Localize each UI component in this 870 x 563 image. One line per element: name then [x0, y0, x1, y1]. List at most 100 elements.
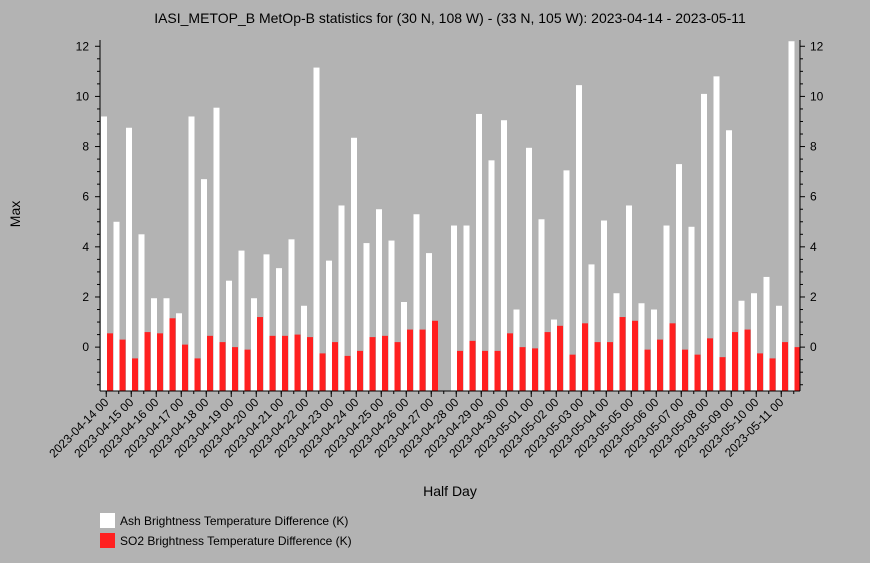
so2-bar — [469, 340, 476, 391]
y-tick-label-left: 6 — [82, 190, 89, 204]
ash-bar — [626, 205, 632, 391]
so2-bar — [232, 347, 238, 392]
ash-bar — [238, 250, 245, 391]
ash-bar — [501, 120, 507, 391]
ash-bar — [576, 85, 582, 391]
legend-item-so2: SO2 Brightness Temperature Difference (K… — [100, 533, 352, 548]
so2-bar — [482, 350, 488, 391]
so2-bar — [757, 353, 763, 391]
so2-bar — [382, 335, 388, 391]
ash-bar — [101, 116, 107, 391]
so2-bar — [507, 333, 513, 391]
so2-bar — [694, 354, 701, 391]
y-tick-label-right: 0 — [810, 340, 817, 354]
legend-label-ash: Ash Brightness Temperature Difference (K… — [120, 513, 349, 528]
so2-bar — [519, 347, 526, 392]
ash-bar — [226, 280, 232, 391]
so2-bar — [744, 329, 751, 391]
y-tick-label-left: 10 — [76, 89, 90, 103]
y-tick-label-right: 8 — [810, 140, 817, 154]
so2-bar — [644, 349, 651, 391]
y-tick-label-right: 12 — [810, 39, 824, 53]
y-tick-label-right: 10 — [810, 89, 824, 103]
ash-bar — [251, 298, 257, 391]
ash-bar — [151, 298, 157, 391]
so2-bar — [244, 349, 251, 391]
so2-bar — [657, 339, 663, 391]
so2-bar — [282, 335, 288, 391]
ash-bar — [713, 76, 720, 391]
so2-bar — [457, 350, 463, 391]
ash-bar — [201, 179, 207, 391]
so2-bar — [632, 320, 638, 391]
so2-bar — [494, 350, 501, 391]
ash-bar — [113, 221, 120, 391]
so2-bar — [357, 350, 363, 391]
ash-bar — [326, 260, 332, 391]
ash-bar — [351, 137, 357, 391]
so2-bar — [432, 320, 438, 391]
ash-bar — [651, 309, 657, 391]
so2-bar — [157, 333, 163, 391]
ash-bar — [376, 209, 382, 391]
y-tick-label-right: 4 — [810, 240, 817, 254]
so2-bar — [169, 318, 176, 391]
ash-bar — [538, 219, 545, 391]
ash-bar — [413, 214, 420, 391]
so2-bar — [219, 342, 226, 391]
ash-bar — [451, 225, 457, 391]
so2-bar — [344, 355, 351, 391]
so2-bar — [419, 329, 426, 391]
so2-bar — [732, 332, 738, 391]
ash-bar — [426, 253, 432, 391]
so2-bar — [332, 342, 338, 391]
so2-bar — [594, 342, 601, 391]
so2-bar — [294, 334, 301, 391]
ash-bar — [488, 160, 495, 391]
ash-bar — [751, 293, 757, 391]
so2-bar — [369, 337, 376, 391]
so2-bar — [544, 332, 551, 391]
chart-title: IASI_METOP_B MetOp-B statistics for (30 … — [154, 10, 746, 26]
so2-bar — [194, 358, 201, 391]
so2-bar — [719, 357, 726, 391]
ash-bar — [588, 264, 595, 391]
ash-bar — [688, 226, 695, 391]
ash-bar — [601, 220, 607, 391]
so2-bar — [682, 349, 688, 391]
so2-bar — [132, 358, 138, 391]
x-axis-label: Half Day — [423, 483, 477, 499]
ash-bar — [788, 41, 795, 391]
bars — [101, 41, 801, 392]
ash-bar — [763, 276, 770, 391]
ash-bar — [126, 127, 132, 391]
ash-bar — [463, 225, 470, 391]
y-tick-label-left: 2 — [82, 290, 89, 304]
y-axis-label: Max — [7, 201, 23, 227]
y-tick-label-left: 4 — [82, 240, 89, 254]
legend-item-ash: Ash Brightness Temperature Difference (K… — [100, 513, 348, 528]
ash-bar — [726, 130, 732, 391]
so2-bar — [532, 348, 538, 391]
so2-bar — [207, 335, 213, 391]
ash-bar — [163, 298, 170, 391]
legend-label-so2: SO2 Brightness Temperature Difference (K… — [120, 533, 352, 548]
ash-bar — [401, 302, 407, 391]
ash-bar — [676, 164, 682, 391]
ash-bar — [263, 254, 270, 391]
so2-bar — [394, 342, 401, 391]
ash-bar — [388, 240, 395, 391]
so2-bar — [269, 335, 276, 391]
so2-bar — [607, 342, 613, 391]
legend-swatch-ash — [100, 513, 115, 528]
ash-bar — [288, 239, 295, 391]
so2-bar — [769, 358, 776, 391]
ash-bar — [363, 243, 370, 391]
ash-bar — [638, 303, 645, 391]
y-ticks: 0 0 2 2 4 4 6 6 8 8 10 10 12 12 — [76, 39, 824, 386]
ash-bar — [276, 268, 282, 391]
ash-bar — [738, 300, 745, 391]
so2-bar — [582, 323, 588, 391]
